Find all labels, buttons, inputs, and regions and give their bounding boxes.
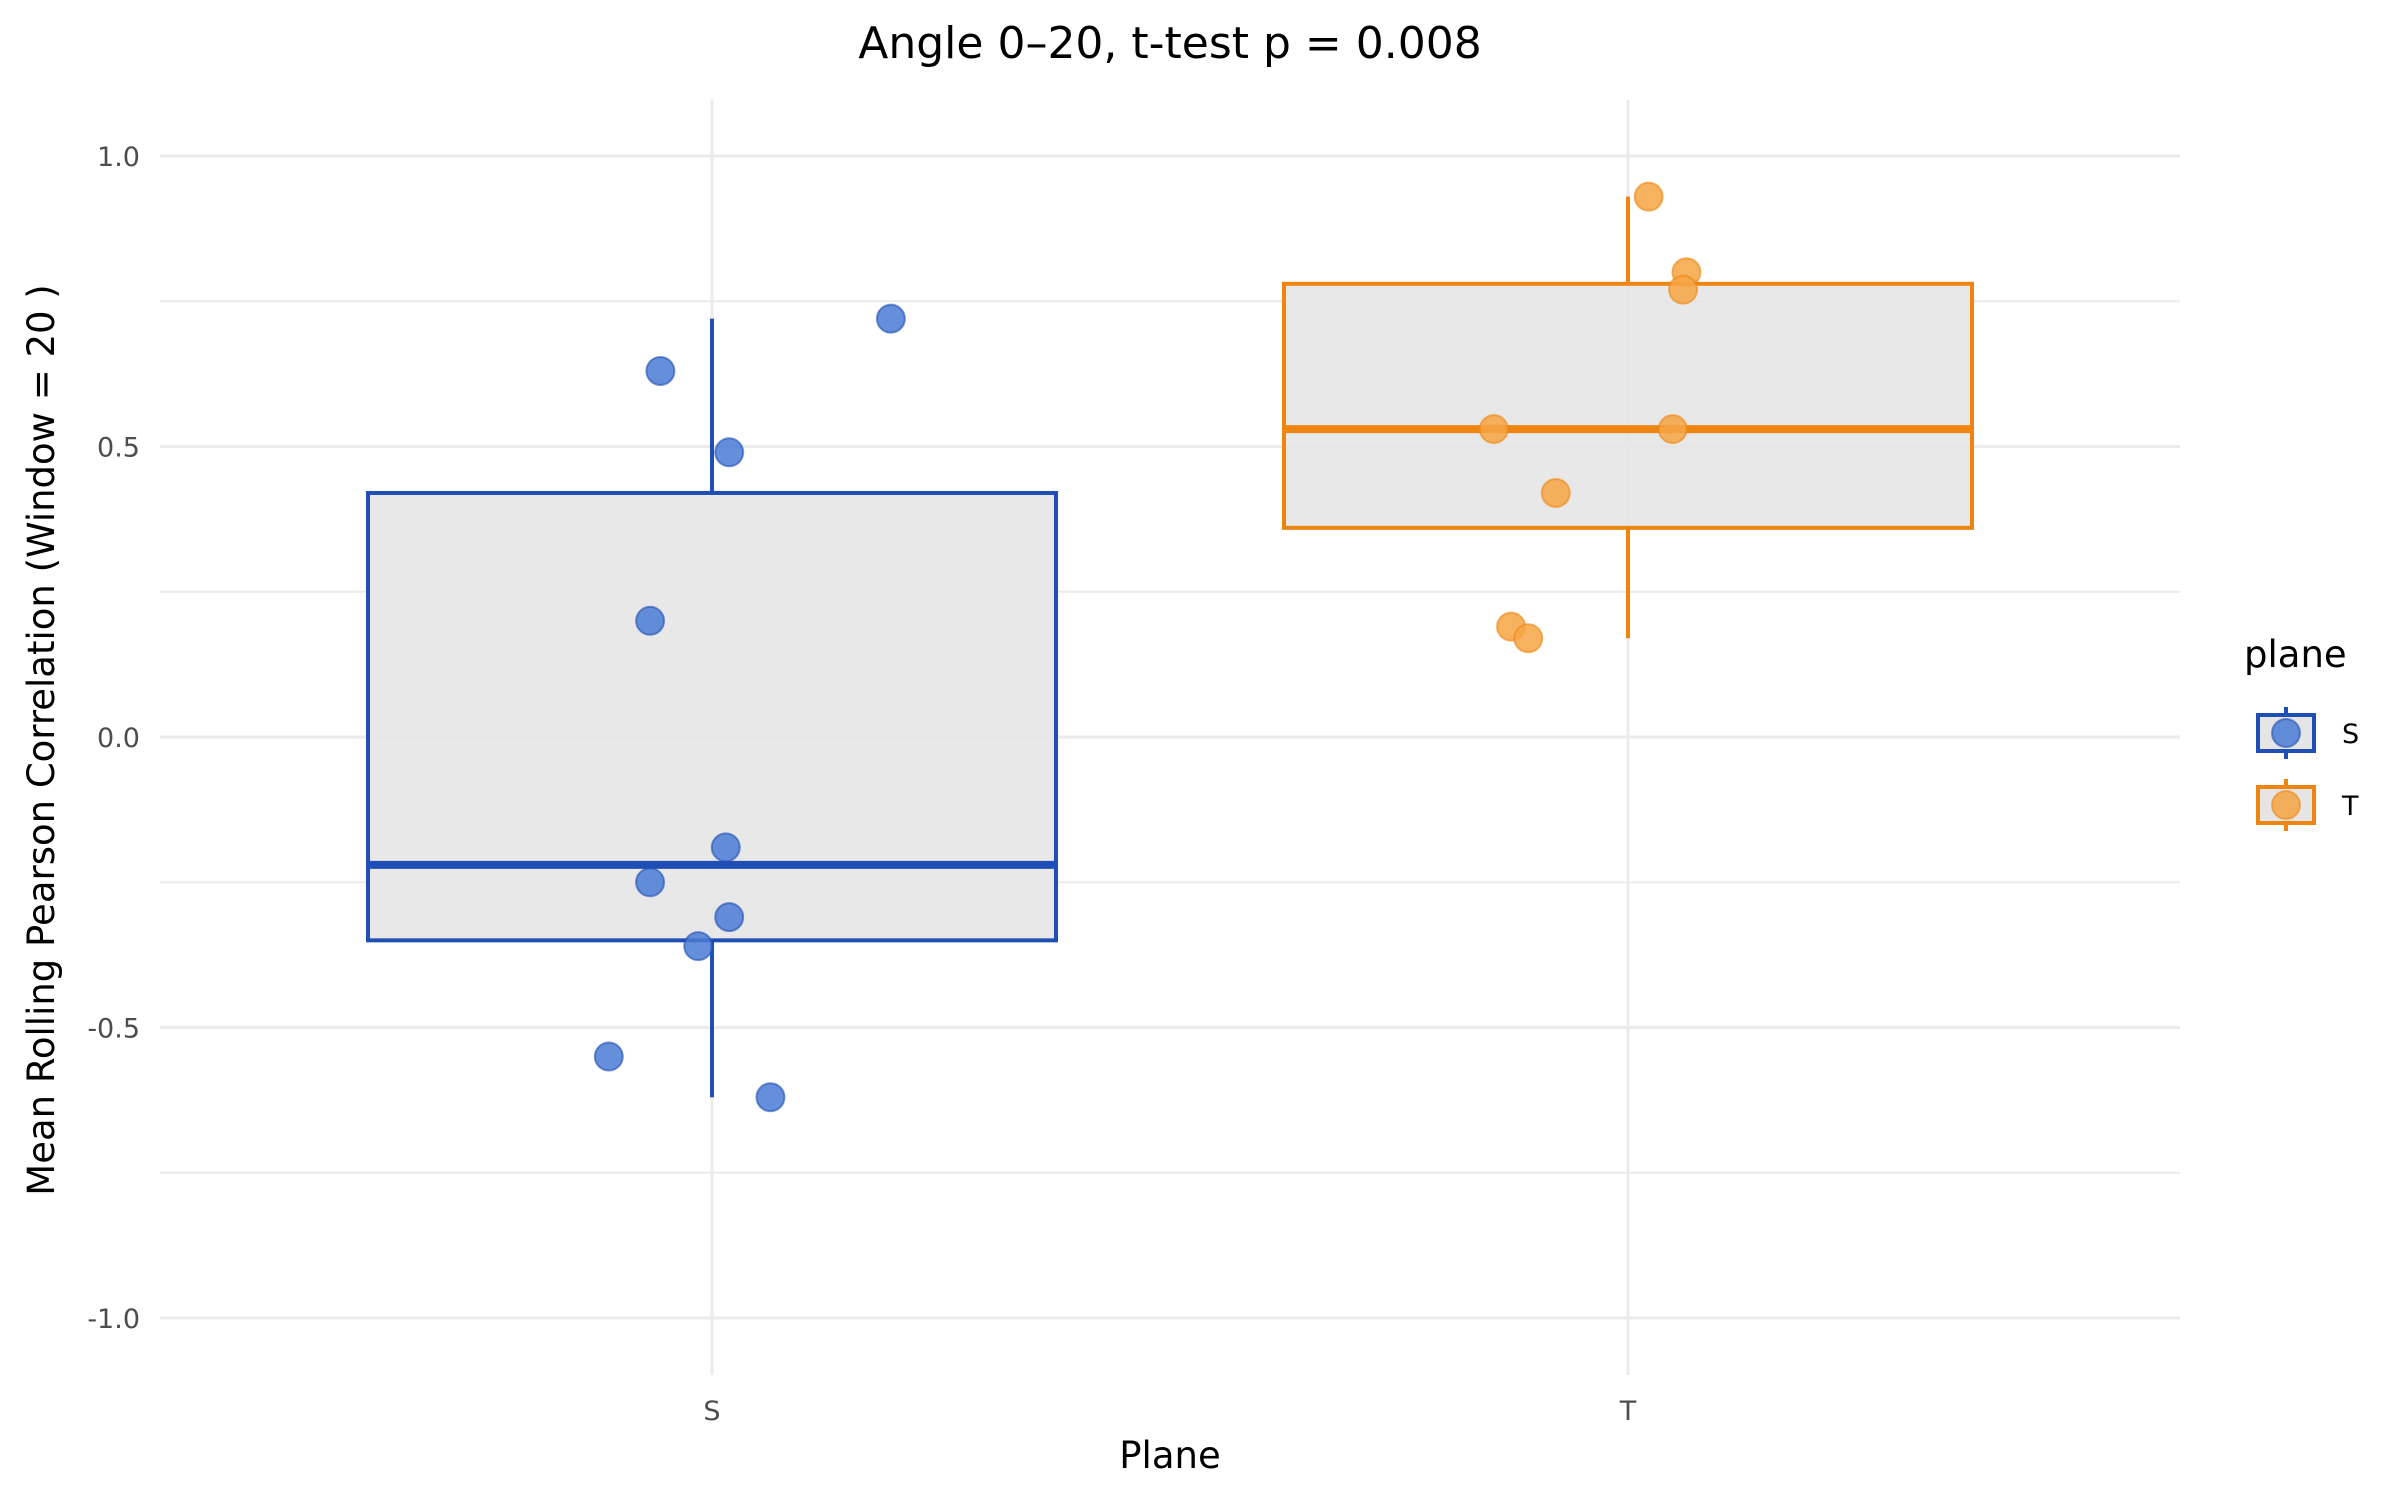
y-tick-label: 1.0	[97, 142, 140, 173]
x-tick-label: T	[1619, 1396, 1637, 1427]
data-point	[635, 867, 666, 898]
data-point	[1540, 477, 1571, 508]
data-point	[593, 1041, 624, 1072]
y-tick-label: -1.0	[87, 1304, 140, 1335]
data-point	[755, 1082, 786, 1113]
legend: plane S T	[2244, 633, 2359, 831]
box-T	[1282, 281, 1974, 530]
box-S	[366, 490, 1058, 943]
axes: 1.0 0.5 0.0 -0.5 -1.0 S T	[87, 142, 1636, 1427]
data-point	[714, 902, 745, 933]
data-point	[714, 437, 745, 468]
data-point	[645, 355, 676, 386]
data-point	[1657, 414, 1688, 445]
legend-key-point	[2271, 790, 2301, 820]
x-tick-label: S	[703, 1396, 720, 1427]
y-tick-label: 0.5	[97, 433, 140, 464]
legend-label: T	[2341, 791, 2359, 822]
data-point	[1633, 181, 1664, 212]
x-axis-title: Plane	[1119, 1434, 1220, 1477]
data-point	[1478, 414, 1509, 445]
data-point	[710, 832, 741, 863]
legend-key-point	[2271, 718, 2301, 748]
data-point	[1513, 623, 1544, 654]
data-point	[635, 605, 666, 636]
data-point	[1668, 274, 1699, 305]
data-point	[683, 931, 714, 962]
y-tick-label: -0.5	[87, 1014, 140, 1045]
data-points	[593, 181, 1702, 1113]
chart-title: Angle 0–20, t-test p = 0.008	[858, 18, 1482, 69]
y-tick-label: 0.0	[97, 723, 140, 754]
y-axis-title: Mean Rolling Pearson Correlation (Window…	[20, 284, 63, 1195]
boxplots	[366, 196, 1974, 1098]
legend-title: plane	[2244, 633, 2347, 676]
legend-label: S	[2342, 719, 2359, 750]
data-point	[875, 303, 906, 334]
